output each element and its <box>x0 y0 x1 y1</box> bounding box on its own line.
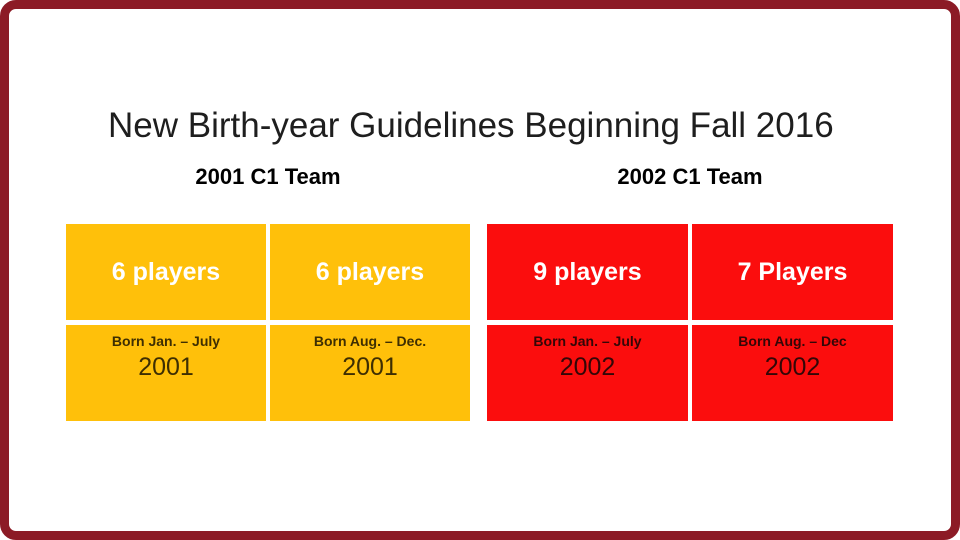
team-2001-table: 6 players 6 players Born Jan. – July 200… <box>66 224 470 421</box>
team-2002-cell-players-first-half: 9 players <box>487 224 688 320</box>
born-range-label: Born Aug. – Dec <box>738 333 847 349</box>
team-2001-header: 2001 C1 Team <box>195 164 341 189</box>
team-2002-cell-born-second-half: Born Aug. – Dec 2002 <box>692 325 893 421</box>
team-2002-cell-players-second-half: 7 Players <box>692 224 893 320</box>
team-2001-cell-born-first-half: Born Jan. – July 2001 <box>66 325 266 421</box>
birth-year-label: 2002 <box>559 353 616 381</box>
team-2002-cell-born-first-half: Born Jan. – July 2002 <box>487 325 688 421</box>
team-2002-table: 9 players 7 Players Born Jan. – July 200… <box>487 224 893 421</box>
team-2001-cell-players-first-half: 6 players <box>66 224 266 320</box>
team-2001-cell-players-second-half: 6 players <box>270 224 470 320</box>
birth-year-label: 2002 <box>764 353 821 381</box>
birth-year-label: 2001 <box>342 353 398 381</box>
birth-year-label: 2001 <box>138 353 194 381</box>
team-2001-cell-born-second-half: Born Aug. – Dec. 2001 <box>270 325 470 421</box>
born-range-label: Born Jan. – July <box>111 333 221 349</box>
slide-title: New Birth-year Guidelines Beginning Fall… <box>108 106 834 146</box>
born-range-label: Born Aug. – Dec. <box>313 333 427 349</box>
born-range-label: Born Jan. – July <box>533 333 642 349</box>
team-2002-header: 2002 C1 Team <box>617 164 763 189</box>
